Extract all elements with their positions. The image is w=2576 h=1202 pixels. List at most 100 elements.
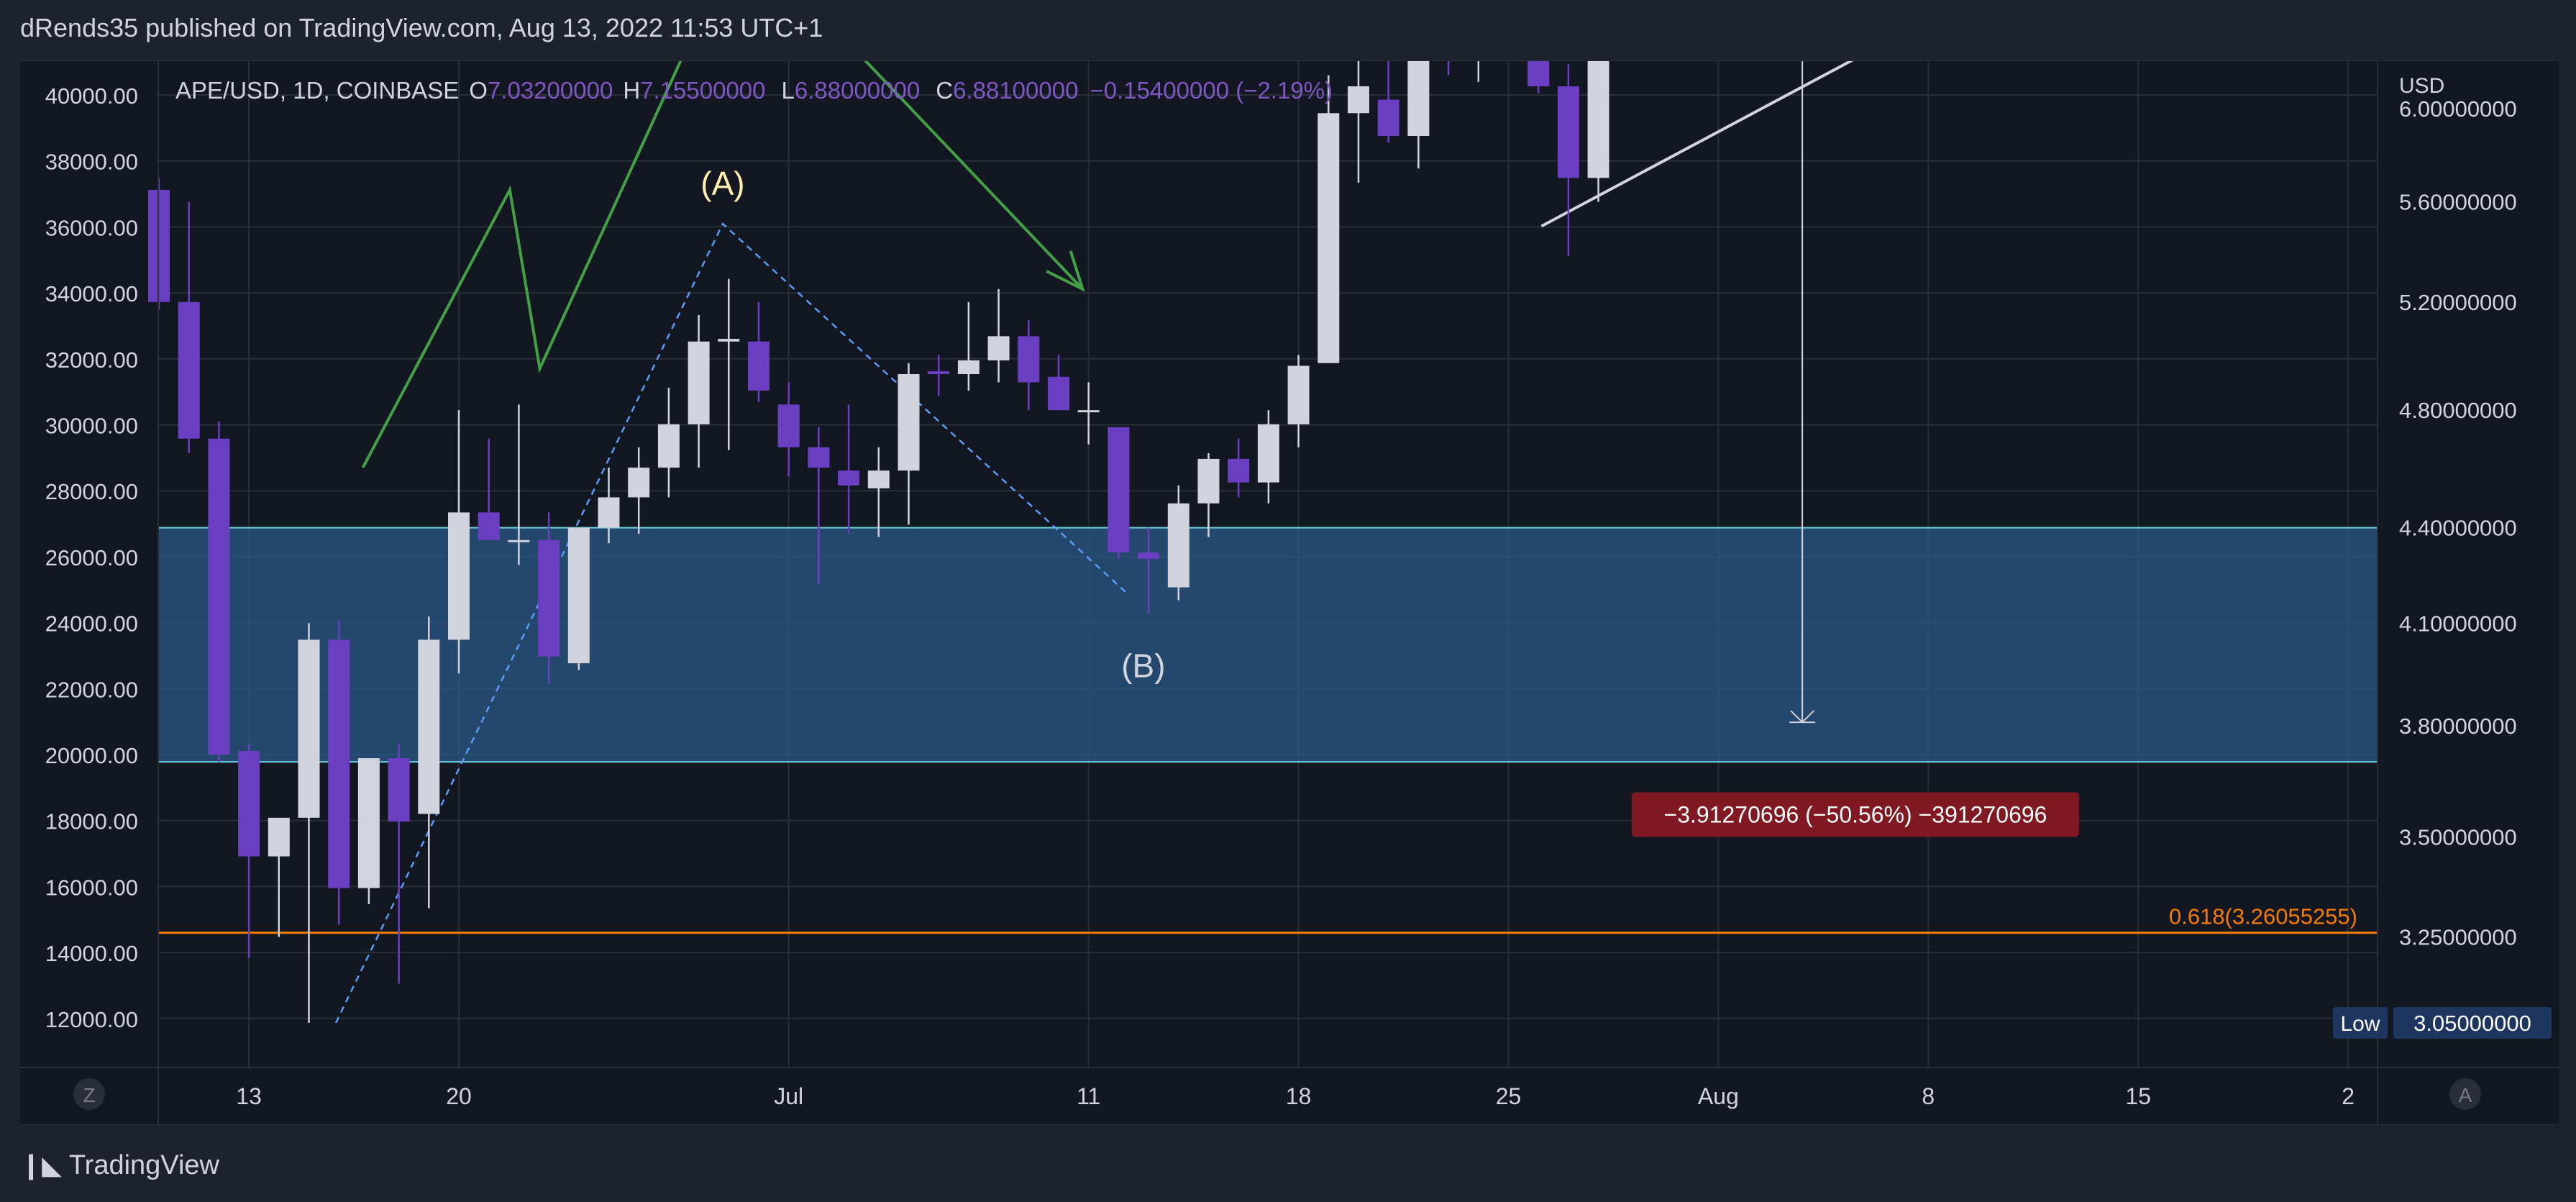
projection-arrowhead	[1046, 250, 1085, 292]
candle-body	[838, 470, 860, 486]
candle-body	[898, 373, 920, 471]
right-axis-tick: 4.10000000	[2399, 611, 2517, 636]
left-axis-tick: 22000.00	[45, 677, 138, 702]
low-price-box	[2393, 1006, 2552, 1039]
candle-body	[598, 497, 620, 528]
right-price-axis[interactable]: USD8.000000007.500000007.000000006.50000…	[2399, 61, 2517, 950]
overlay-annotations: (A)(B)(C)−3.91270696 (−50.56%) −39127069…	[700, 165, 2079, 837]
left-axis-tick: 26000.00	[45, 545, 138, 570]
right-axis-tick: 3.50000000	[2399, 824, 2517, 850]
left-axis-tick: 36000.00	[45, 215, 138, 240]
time-axis-tick: Jul	[774, 1083, 803, 1109]
left-axis-tick: 28000.00	[45, 479, 138, 504]
zoom-button[interactable]	[73, 1078, 105, 1110]
left-axis-tick: 20000.00	[45, 743, 138, 768]
candle-body	[1407, 61, 1430, 136]
low-tag-text: Low	[2340, 1012, 2380, 1036]
drawings[interactable]	[334, 61, 2386, 1024]
candle-body	[238, 750, 260, 857]
chart-legend[interactable]: APE/USD, 1D, COINBASE O7.03200000 H7.15500…	[175, 77, 1333, 104]
candle-body	[357, 758, 380, 888]
candle-body	[448, 512, 470, 640]
candle-body	[538, 539, 560, 657]
time-axis-tick: 18	[1286, 1083, 1312, 1109]
legend-close-label: C	[936, 77, 953, 104]
candle-body	[388, 758, 410, 822]
left-axis-tick: 32000.00	[45, 347, 138, 373]
right-axis-tick: 5.60000000	[2399, 190, 2517, 215]
candle-body	[808, 447, 830, 468]
right-axis-tick: 6.00000000	[2399, 96, 2517, 122]
candle-body	[957, 360, 979, 374]
time-axis-tick: 2	[2342, 1083, 2355, 1109]
support-zone	[159, 527, 2378, 763]
candle-body	[987, 336, 1010, 361]
legend-low-value: 6.88000000	[795, 77, 920, 104]
time-axis-tick: 25	[1496, 1083, 1522, 1109]
legend-open-value: 7.03200000	[488, 77, 613, 104]
time-axis[interactable]: 13 20 Jul 11 18 25 Aug 8 15 2	[236, 1083, 2355, 1109]
time-axis-tick: 11	[1077, 1083, 1100, 1109]
chart-panel[interactable]: 1(7.63406113)Resistance0.618(3.26055255)…	[20, 60, 2559, 1125]
candle-body	[748, 341, 769, 391]
candle-body	[567, 527, 590, 664]
candle-body	[268, 817, 290, 857]
candle-body	[718, 339, 740, 342]
candle-body	[1317, 113, 1340, 363]
candle-body	[1167, 503, 1189, 588]
zoom-button-label: Z	[83, 1084, 95, 1106]
left-axis-tick: 16000.00	[45, 875, 138, 900]
candle-body	[418, 639, 440, 814]
candle-body	[1077, 410, 1100, 413]
publisher-text: dRends35 published on TradingView.com, A…	[20, 13, 823, 42]
right-axis-unit: USD	[2399, 74, 2444, 98]
candle-body	[1557, 86, 1579, 178]
candle-body	[688, 341, 710, 424]
abc-wave-dashed	[334, 222, 1128, 1024]
tradingview-logo-icon: ❙◣	[20, 1150, 62, 1180]
left-axis-tick: 14000.00	[45, 941, 138, 966]
time-axis-tick: Aug	[1698, 1083, 1739, 1109]
candle-body	[1197, 458, 1220, 504]
candle-body	[628, 468, 650, 498]
left-axis-tick: 34000.00	[45, 281, 138, 306]
candle-body	[1018, 336, 1040, 383]
candle-body	[508, 539, 530, 542]
right-axis-tick: 3.25000000	[2399, 925, 2517, 950]
measure-label-box	[1632, 792, 2079, 837]
left-price-axis[interactable]: 40000.00 38000.00 36000.00 34000.00 32000.00…	[45, 83, 138, 1032]
brand-name: TradingView	[68, 1149, 219, 1180]
legend-low-label: L	[782, 77, 795, 104]
support-zone-box	[159, 527, 2378, 762]
candle-body	[1587, 61, 1609, 178]
footer[interactable]: ❙◣ TradingView	[20, 1147, 219, 1184]
auto-scale-button-label: A	[2459, 1084, 2472, 1106]
left-axis-tick: 24000.00	[45, 611, 138, 637]
legend-symbol: APE/USD, 1D, COINBASE	[175, 77, 459, 104]
price-tags: High7.739000007.330000006.8810000013:06:…	[2333, 1006, 2552, 1039]
time-axis-tick: 8	[1922, 1083, 1935, 1109]
candle-body	[777, 404, 800, 447]
low-price-text: 3.05000000	[2413, 1011, 2531, 1036]
legend-high-label: H	[623, 77, 640, 104]
candle-body	[178, 301, 200, 439]
legend-close-value: 6.88100000	[953, 77, 1078, 104]
auto-scale-button[interactable]	[2449, 1078, 2481, 1110]
candle-body	[1257, 424, 1279, 483]
left-axis-tick: 30000.00	[45, 414, 138, 439]
level-lines: 1(7.63406113)Resistance0.618(3.26055255)	[159, 904, 2378, 934]
right-axis-tick: 5.20000000	[2399, 290, 2517, 315]
candle-body	[1138, 552, 1160, 559]
projection-zigzag	[361, 61, 1084, 469]
legend-high-value: 7.15500000	[640, 77, 765, 104]
candle-body	[208, 438, 230, 755]
left-axis-tick: 38000.00	[45, 150, 138, 175]
candle-body	[928, 371, 950, 374]
candles[interactable]	[148, 61, 2089, 1023]
candle-body	[867, 470, 890, 488]
candle-body	[1527, 61, 1550, 86]
publisher-bar: dRends35 published on TradingView.com, A…	[0, 0, 2576, 60]
price-chart[interactable]: 1(7.63406113)Resistance0.618(3.26055255)…	[20, 61, 2559, 1124]
candle-body	[1287, 365, 1310, 424]
left-axis-tick: 18000.00	[45, 809, 138, 834]
